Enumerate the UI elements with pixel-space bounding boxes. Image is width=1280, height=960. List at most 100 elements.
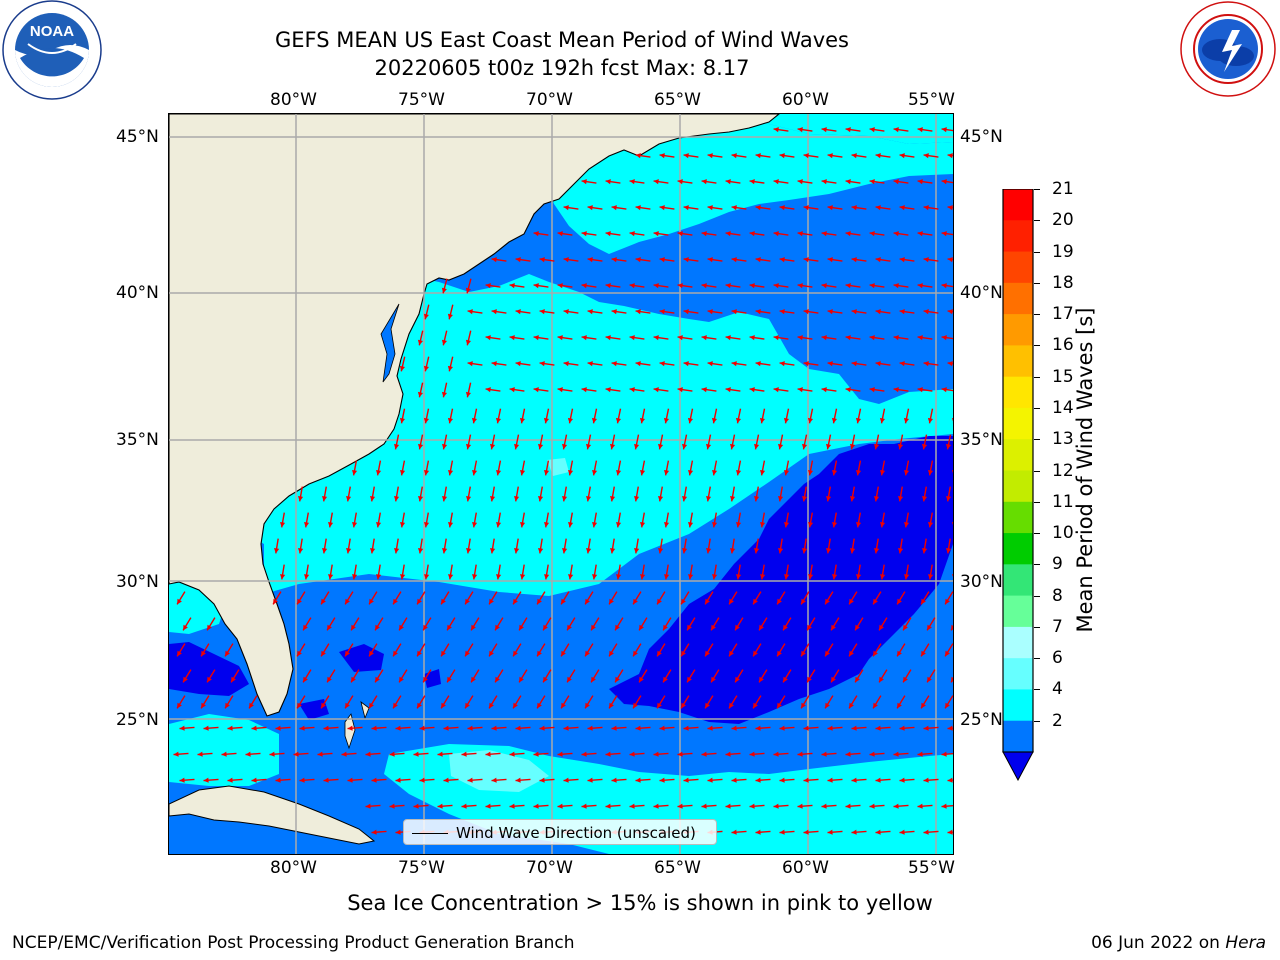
wave-direction-arrow-head <box>533 231 539 237</box>
wave-direction-arrow-head <box>749 283 755 289</box>
wave-direction-arrow-head <box>400 522 406 528</box>
wave-direction-arrow-head <box>923 205 929 211</box>
wave-direction-arrow-head <box>207 676 212 683</box>
wave-direction-arrow-head <box>245 751 251 757</box>
wave-direction-arrow-head <box>832 574 838 580</box>
wave-direction-arrow-head <box>539 309 545 315</box>
wave-direction-arrow-head <box>873 702 878 709</box>
wave-direction-arrow-head <box>581 179 587 185</box>
lon-label-top: 55°W <box>908 90 955 110</box>
wave-direction-arrow-head <box>749 231 755 237</box>
wave-direction-arrow-head <box>441 339 447 346</box>
wave-direction-arrow-head <box>393 702 398 709</box>
wave-direction-arrow-head <box>875 205 881 211</box>
wave-direction-arrow-head <box>321 598 326 605</box>
wave-direction-arrow-head <box>562 548 568 554</box>
lon-label-bottom: 60°W <box>782 858 829 878</box>
colorbar-bin <box>1003 689 1033 722</box>
wave-direction-arrow-head <box>317 751 323 757</box>
wave-direction-arrow-head <box>869 751 875 757</box>
wave-direction-arrow-head <box>849 598 854 605</box>
wave-direction-arrow-head <box>467 777 473 783</box>
wave-direction-arrow-head <box>371 725 377 731</box>
wave-direction-arrow-head <box>442 496 448 502</box>
wave-direction-arrow-head <box>616 522 622 528</box>
wave-direction-arrow-head <box>706 548 712 554</box>
wave-direction-arrow-head <box>773 283 779 289</box>
lon-label-bottom: 65°W <box>654 858 701 878</box>
wave-direction-arrow-head <box>519 624 524 631</box>
wave-direction-arrow-head <box>611 725 617 731</box>
wave-direction-arrow-head <box>653 751 659 757</box>
wave-direction-arrow-head <box>485 803 491 809</box>
wave-direction-arrow-head <box>659 153 665 159</box>
colorbar-tick-mark <box>1034 407 1040 409</box>
wave-direction-arrow-head <box>928 470 934 476</box>
wave-direction-arrow-head <box>801 650 806 657</box>
colorbar-bin <box>1003 626 1033 659</box>
wave-direction-arrow-head <box>513 702 518 709</box>
wave-direction-arrow-head <box>749 803 755 809</box>
wave-direction-arrow-head <box>587 725 593 731</box>
lon-label-bottom: 80°W <box>270 858 317 878</box>
lat-label-left: 35°N <box>116 430 159 450</box>
colorbar-tick-mark <box>1034 501 1040 503</box>
wave-direction-arrow-head <box>749 387 755 393</box>
wave-direction-arrow-head <box>177 650 182 657</box>
wave-direction-arrow-head <box>874 496 880 502</box>
colorbar-tick-mark <box>1034 376 1040 378</box>
wave-direction-arrow-head <box>563 309 569 315</box>
wave-direction-arrow-head <box>568 574 574 580</box>
wave-direction-arrow-head <box>303 624 308 631</box>
wave-direction-arrow-head <box>827 153 833 159</box>
wave-direction-arrow-head <box>461 803 467 809</box>
wave-direction-arrow-head <box>448 470 454 476</box>
wave-direction-arrow-head <box>471 676 476 683</box>
wave-direction-arrow-head <box>807 417 813 424</box>
wave-direction-arrow-head <box>395 725 401 731</box>
wave-direction-arrow-head <box>563 725 569 731</box>
wave-direction-arrow-head <box>659 205 665 211</box>
wave-direction-arrow-head <box>544 522 550 528</box>
wave-direction-arrow-head <box>725 335 731 341</box>
wave-direction-arrow-head <box>351 676 356 683</box>
wave-direction-arrow-head <box>759 624 764 631</box>
wave-direction-arrow-head <box>297 598 302 605</box>
wave-direction-arrow-head <box>557 231 563 237</box>
wave-direction-arrow-head <box>855 624 860 631</box>
colorbar-tick-mark <box>1034 251 1040 253</box>
wave-direction-arrow-head <box>323 725 329 731</box>
wave-direction-arrow-head <box>509 387 515 393</box>
wave-direction-arrow-head <box>711 624 716 631</box>
footer-machine: Hera <box>1225 933 1266 953</box>
wave-direction-arrow-head <box>423 313 429 320</box>
wave-direction-arrow-head <box>851 153 857 159</box>
wave-direction-arrow-head <box>376 522 382 528</box>
colorbar-frame <box>1002 188 1034 753</box>
wave-direction-arrow-head <box>605 803 611 809</box>
colorbar-tick-label: 17 <box>1052 304 1074 325</box>
map-frame <box>168 113 954 855</box>
legend-label: Wind Wave Direction (unscaled) <box>456 824 696 842</box>
wave-direction-arrow-head <box>297 650 302 657</box>
wave-direction-arrow-head <box>327 624 332 631</box>
wave-direction-arrow-head <box>783 624 788 631</box>
colorbar-bin <box>1003 564 1033 597</box>
wave-direction-arrow-head <box>345 702 350 709</box>
wave-direction-arrow-head <box>562 443 568 450</box>
wave-direction-arrow-head <box>923 777 929 783</box>
wave-direction-arrow-head <box>725 751 731 757</box>
wave-direction-arrow-head <box>496 522 502 528</box>
wave-direction-arrow-head <box>712 470 718 476</box>
wave-direction-arrow-head <box>609 598 614 605</box>
wave-direction-arrow-head <box>581 231 587 237</box>
wave-direction-arrow-head <box>779 777 785 783</box>
wave-direction-arrow-head <box>639 624 644 631</box>
wave-direction-arrow-head <box>893 283 899 289</box>
wave-direction-arrow-head <box>797 127 803 133</box>
wave-direction-arrow-head <box>629 231 635 237</box>
wave-direction-arrow-head <box>845 803 851 809</box>
wave-direction-arrow-head <box>467 361 473 367</box>
wave-direction-arrow-head <box>827 725 833 731</box>
wave-direction-arrow-head <box>729 598 734 605</box>
